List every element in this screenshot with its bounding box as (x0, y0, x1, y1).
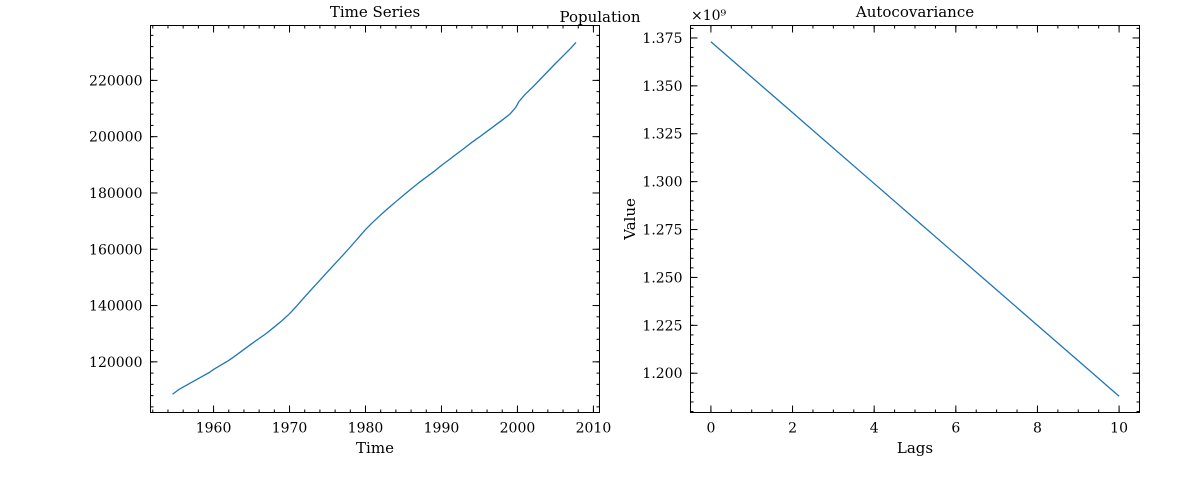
autocovariance-x-tick-label: 10 (1110, 421, 1128, 437)
time-series-y-tick-label: 120000 (89, 355, 142, 371)
autocovariance-y-tick-label: 1.225 (642, 318, 682, 334)
time-series-x-tick-label: 1980 (348, 421, 384, 437)
time-series-y-tick-label: 200000 (89, 130, 142, 146)
time-series-ticks (150, 25, 600, 413)
autocovariance-x-tick-label: 8 (1033, 421, 1042, 437)
autocovariance-y-tick-label: 1.375 (642, 31, 682, 47)
time-series-frame (150, 25, 600, 413)
autocovariance-y-tick-label: 1.250 (642, 270, 682, 286)
autocovariance-title: Autocovariance (855, 3, 974, 21)
time-series-xlabel: Time (356, 439, 394, 457)
time-series-series-line (172, 41, 577, 395)
time-series-y-tick-label: 160000 (89, 242, 142, 258)
autocovariance-chart: Autocovariance Lags Value ×10⁹ 0 2 4 6 8 10 1.… (621, 3, 1140, 457)
autocovariance-y-tick-label: 1.200 (642, 366, 682, 382)
autocovariance-ylabel: Value (621, 198, 639, 241)
time-series-x-tick-label: 2010 (576, 421, 612, 437)
time-series-plot-area (172, 41, 577, 395)
time-series-chart: Time Series Time 1960 1970 1980 1990 2000 201… (89, 3, 611, 457)
autocovariance-x-tick-label: 0 (706, 421, 715, 437)
autocovariance-x-tick-label: 6 (951, 421, 960, 437)
autocovariance-x-tick-label: 4 (870, 421, 879, 437)
autocovariance-tick-labels: 0 2 4 6 8 10 1.200 1.225 1.250 1.275 1.300 1.325 1.3… (642, 31, 1128, 437)
time-series-y-tick-label: 220000 (89, 73, 142, 89)
time-series-x-tick-label: 2000 (500, 421, 536, 437)
autocovariance-series-line (710, 41, 1120, 397)
autocovariance-frame (690, 25, 1140, 413)
autocovariance-y-tick-label: 1.300 (642, 175, 682, 191)
time-series-tick-labels: 1960 1970 1980 1990 2000 2010 120000 140000 1600… (89, 73, 611, 436)
autocovariance-y-tick-label: 1.350 (642, 79, 682, 95)
autocovariance-xlabel: Lags (897, 439, 933, 457)
autocovariance-offset-text: ×10⁹ (691, 8, 727, 24)
figure-suptitle: Population (559, 8, 640, 26)
time-series-title: Time Series (330, 3, 420, 21)
time-series-y-tick-label: 140000 (89, 299, 142, 315)
time-series-x-tick-label: 1970 (272, 421, 308, 437)
time-series-x-tick-label: 1960 (196, 421, 232, 437)
time-series-y-tick-label: 180000 (89, 186, 142, 202)
time-series-x-tick-label: 1990 (424, 421, 460, 437)
autocovariance-plot-area (710, 41, 1120, 397)
autocovariance-y-tick-label: 1.325 (642, 127, 682, 143)
autocovariance-y-tick-label: 1.275 (642, 223, 682, 239)
autocovariance-x-tick-label: 2 (788, 421, 797, 437)
